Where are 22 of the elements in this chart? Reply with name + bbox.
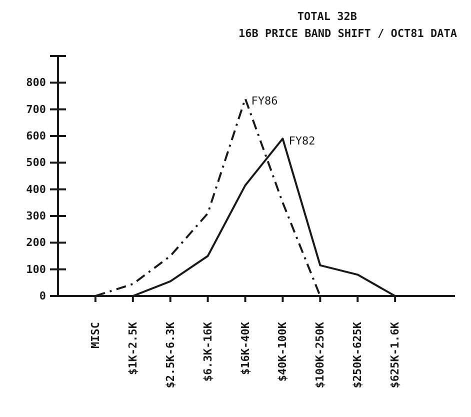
series-label: FY86	[251, 94, 278, 108]
x-tick-label: $6.3K-16K	[201, 322, 214, 382]
chart-title: TOTAL 32B	[296, 9, 358, 25]
x-tick-label: $1K-2.5K	[126, 322, 140, 375]
x-tick-label: $16K-40K	[238, 322, 252, 375]
series-label: FY82	[288, 134, 316, 148]
x-tick-label: $625K-1.6K	[388, 322, 402, 388]
y-tick-label: 300	[26, 210, 46, 222]
y-tick-label: 800	[26, 76, 46, 90]
y-tick-label: 700	[26, 102, 46, 116]
y-tick-label: 100	[26, 262, 46, 276]
x-tick-label: $100K-250K	[314, 322, 327, 388]
y-tick-label: 0	[39, 290, 46, 302]
x-tick-label: $40K-100K	[276, 322, 290, 382]
y-tick-label: 600	[26, 130, 46, 142]
x-tick-label: MISC	[88, 322, 102, 348]
chart-subtitle: 16B PRICE BAND SHIFT / OCT81 DATA	[237, 26, 457, 42]
x-tick-label: $2.5K-6.3K	[164, 322, 177, 388]
y-tick-label: 500	[26, 156, 46, 170]
y-tick-label: 200	[26, 236, 46, 250]
y-tick-label: 400	[26, 182, 46, 196]
x-tick-label: $250K-625K	[351, 322, 364, 388]
